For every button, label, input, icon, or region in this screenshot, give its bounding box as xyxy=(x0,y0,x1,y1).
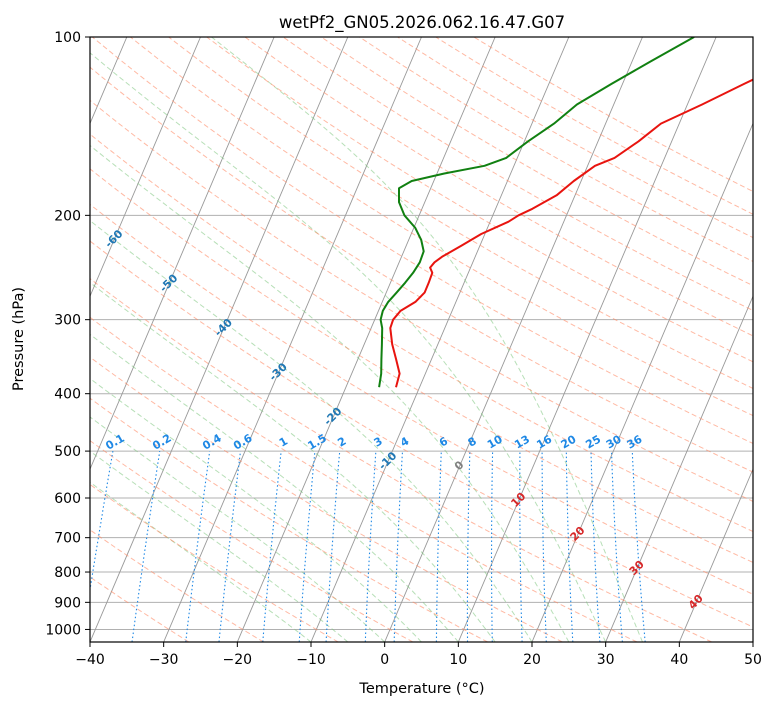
isotherm-line xyxy=(678,467,753,642)
y-tick-label: 800 xyxy=(54,565,81,581)
moist-adiabat xyxy=(90,333,459,642)
moist-adiabat xyxy=(90,377,422,642)
x-tick-label: 30 xyxy=(597,652,615,668)
isotherm-line xyxy=(236,37,496,642)
dry-adiabat xyxy=(282,37,753,312)
mixing-ratio-line xyxy=(262,451,282,642)
dry-adiabat xyxy=(90,99,753,502)
moist-adiabat xyxy=(90,52,607,642)
mixing-ratio-line xyxy=(631,451,646,642)
mixing-ratio-line xyxy=(185,451,211,642)
moist-adiabat xyxy=(90,416,386,642)
y-tick-label: 400 xyxy=(54,387,81,403)
dry-adiabat xyxy=(90,203,753,595)
dry-adiabat xyxy=(206,37,753,363)
dry-adiabat xyxy=(90,133,753,533)
moist-adiabat xyxy=(90,220,533,642)
y-tick-label: 300 xyxy=(54,313,81,329)
dry-adiabat xyxy=(90,397,488,642)
moist-adiabat xyxy=(211,37,643,642)
y-tick-label: 200 xyxy=(54,208,81,224)
y-tick-label: 1000 xyxy=(45,622,81,638)
dry-adiabat xyxy=(90,529,264,642)
plot-frame xyxy=(89,36,754,643)
moist-adiabat xyxy=(90,281,496,642)
mixing-ratio-lines xyxy=(90,451,646,642)
x-tick-label: 0 xyxy=(380,652,389,668)
dry-adiabat xyxy=(90,66,753,473)
dry-adiabat xyxy=(90,240,753,628)
isotherm-line xyxy=(90,37,275,471)
isotherm-line xyxy=(90,37,349,642)
dry-adiabat xyxy=(90,356,563,642)
profile-series xyxy=(378,37,753,388)
y-tick-label: 100 xyxy=(54,30,81,46)
dry-adiabat xyxy=(168,37,753,389)
x-tick-label: −20 xyxy=(223,652,253,668)
x-axis: −40 −30 −20 −10 0 10 20 30 40 50 xyxy=(75,642,762,668)
dry-adiabats xyxy=(90,37,753,642)
x-tick-label: 40 xyxy=(670,652,688,668)
x-tick-label: −30 xyxy=(149,652,179,668)
y-axis: 100 200 300 400 500 600 700 800 900 1000 xyxy=(45,30,90,638)
x-tick-label: −40 xyxy=(75,652,105,668)
y-axis-title: Pressure (hPa) xyxy=(11,287,27,391)
isotherm-line xyxy=(384,37,643,642)
y-tick-label: 900 xyxy=(54,595,81,611)
mixing-ratio-line xyxy=(298,451,316,642)
isotherm-line xyxy=(90,37,201,298)
x-tick-label: 50 xyxy=(744,652,762,668)
dry-adiabat xyxy=(90,168,753,563)
dry-adiabat xyxy=(90,483,339,642)
isotherm-line xyxy=(163,37,422,642)
dry-adiabat xyxy=(90,278,712,642)
x-axis-title: Temperature (°C) xyxy=(358,681,484,697)
x-tick-label: −10 xyxy=(296,652,326,668)
y-tick-label: 600 xyxy=(54,491,81,507)
mixing-ratio-line xyxy=(90,451,114,594)
y-tick-label: 500 xyxy=(54,444,81,460)
isotherm-line xyxy=(531,122,753,642)
moist-adiabats xyxy=(90,37,643,642)
dry-adiabat xyxy=(90,440,414,642)
mixing-ratio-line xyxy=(131,451,161,642)
dry-adiabat xyxy=(244,37,753,337)
x-tick-label: 10 xyxy=(449,652,467,668)
dewpoint-profile xyxy=(378,37,695,388)
moist-adiabat xyxy=(90,144,570,642)
y-tick-label: 700 xyxy=(54,531,81,547)
moist-adiabat xyxy=(90,450,349,642)
x-tick-label: 20 xyxy=(523,652,541,668)
dry-adiabat xyxy=(90,316,638,642)
mixing-ratio-line xyxy=(218,451,242,642)
temperature-profile xyxy=(389,78,753,388)
moist-adiabat xyxy=(90,481,312,642)
isotherm-line xyxy=(605,295,753,642)
chart-title: wetPf2_GN05.2026.062.16.47.G07 xyxy=(279,13,565,33)
isotherm-line xyxy=(457,37,717,642)
